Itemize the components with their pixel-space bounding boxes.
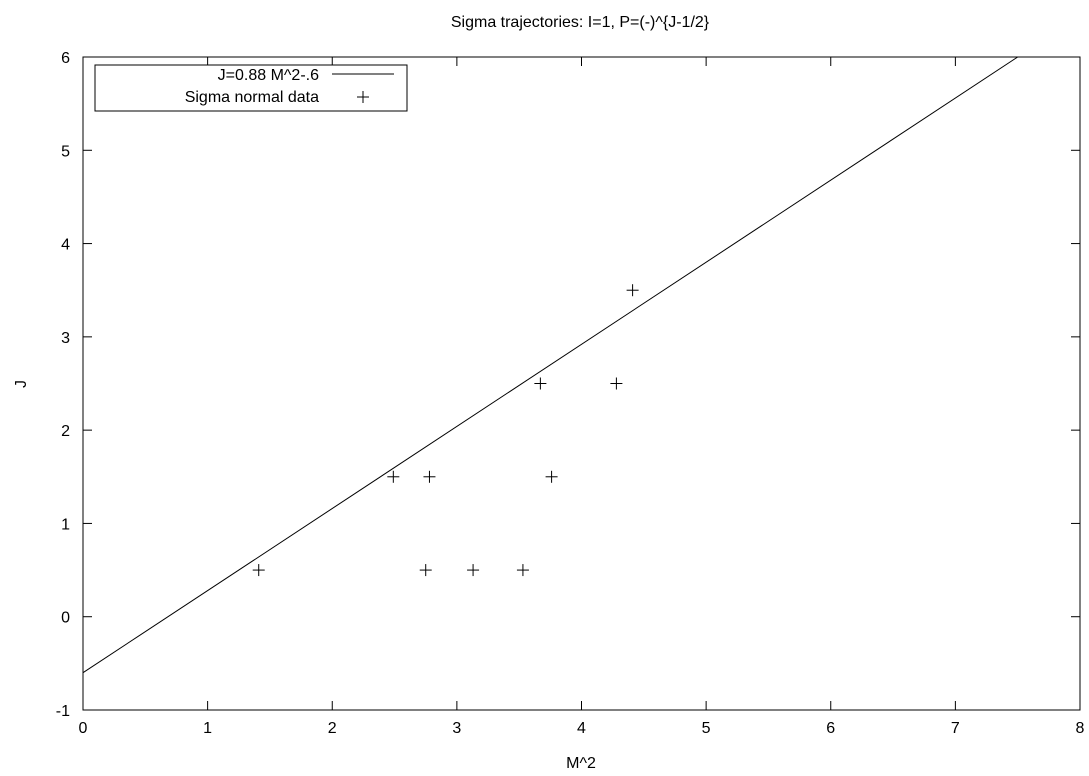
x-tick-label: 0 — [79, 720, 88, 737]
legend-label-line: J=0.88 M^2-.6 — [218, 67, 319, 84]
data-point — [534, 377, 547, 390]
y-tick-label: 1 — [61, 516, 70, 533]
x-tick-label: 5 — [702, 720, 711, 737]
data-point — [252, 564, 265, 577]
y-tick-label: 0 — [61, 610, 70, 627]
legend-box — [94, 64, 408, 112]
y-tick-label: 5 — [61, 143, 70, 160]
data-point — [387, 470, 400, 483]
x-tick-label: 3 — [452, 720, 461, 737]
data-point — [610, 377, 623, 390]
chart-title: Sigma trajectories: I=1, P=(-)^{J-1/2} — [451, 14, 710, 31]
series-layer — [82, 56, 1018, 674]
y-axis-ticks: -1 0 1 2 3 4 5 6 — [56, 50, 1080, 720]
x-axis-label: M^2 — [566, 755, 596, 772]
y-tick-label: 6 — [61, 50, 70, 67]
x-tick-label: 7 — [951, 720, 960, 737]
data-point — [423, 470, 436, 483]
data-point — [545, 470, 558, 483]
data-point — [467, 564, 480, 577]
x-axis-ticks: 0 1 2 3 4 5 6 7 8 — [79, 57, 1085, 737]
legend-swatch-plus — [357, 91, 369, 103]
data-point — [626, 284, 639, 297]
x-tick-label: 2 — [328, 720, 337, 737]
data-point — [516, 564, 529, 577]
fit-line — [82, 56, 1018, 674]
x-tick-label: 4 — [577, 720, 586, 737]
x-tick-label: 8 — [1076, 720, 1085, 737]
x-tick-label: 6 — [826, 720, 835, 737]
x-tick-label: 1 — [203, 720, 212, 737]
legend: J=0.88 M^2-.6 Sigma normal data — [94, 64, 408, 112]
data-point — [419, 564, 432, 577]
plot-frame — [82, 56, 1081, 711]
y-tick-label: 4 — [61, 237, 70, 254]
y-tick-label: -1 — [56, 703, 70, 720]
y-axis-label: J — [13, 380, 30, 388]
y-tick-label: 2 — [61, 423, 70, 440]
legend-label-points: Sigma normal data — [185, 89, 319, 106]
y-tick-label: 3 — [61, 330, 70, 347]
